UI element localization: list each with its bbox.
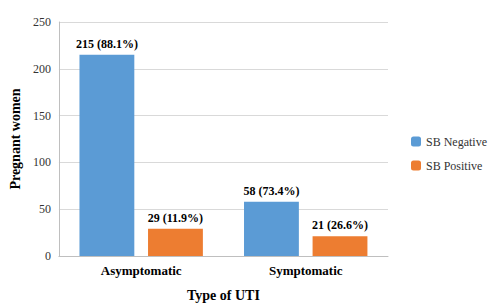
svg-text:Asymptomatic: Asymptomatic — [101, 263, 182, 278]
svg-text:29 (11.9%): 29 (11.9%) — [148, 211, 203, 225]
svg-text:Symptomatic: Symptomatic — [269, 263, 343, 278]
svg-text:Pregnant women: Pregnant women — [8, 88, 23, 189]
svg-text:200: 200 — [33, 62, 51, 76]
svg-text:58 (73.4%): 58 (73.4%) — [243, 184, 299, 198]
svg-text:21 (26.6%): 21 (26.6%) — [312, 218, 368, 232]
svg-text:100: 100 — [33, 155, 51, 169]
svg-text:0: 0 — [45, 249, 51, 263]
svg-text:215 (88.1%): 215 (88.1%) — [76, 37, 138, 51]
svg-text:Type of UTI: Type of UTI — [187, 288, 260, 303]
svg-text:SB Negative: SB Negative — [426, 135, 487, 149]
svg-text:50: 50 — [39, 202, 51, 216]
svg-text:SB Positive: SB Positive — [426, 159, 482, 173]
svg-text:150: 150 — [33, 109, 51, 123]
svg-text:250: 250 — [33, 15, 51, 29]
